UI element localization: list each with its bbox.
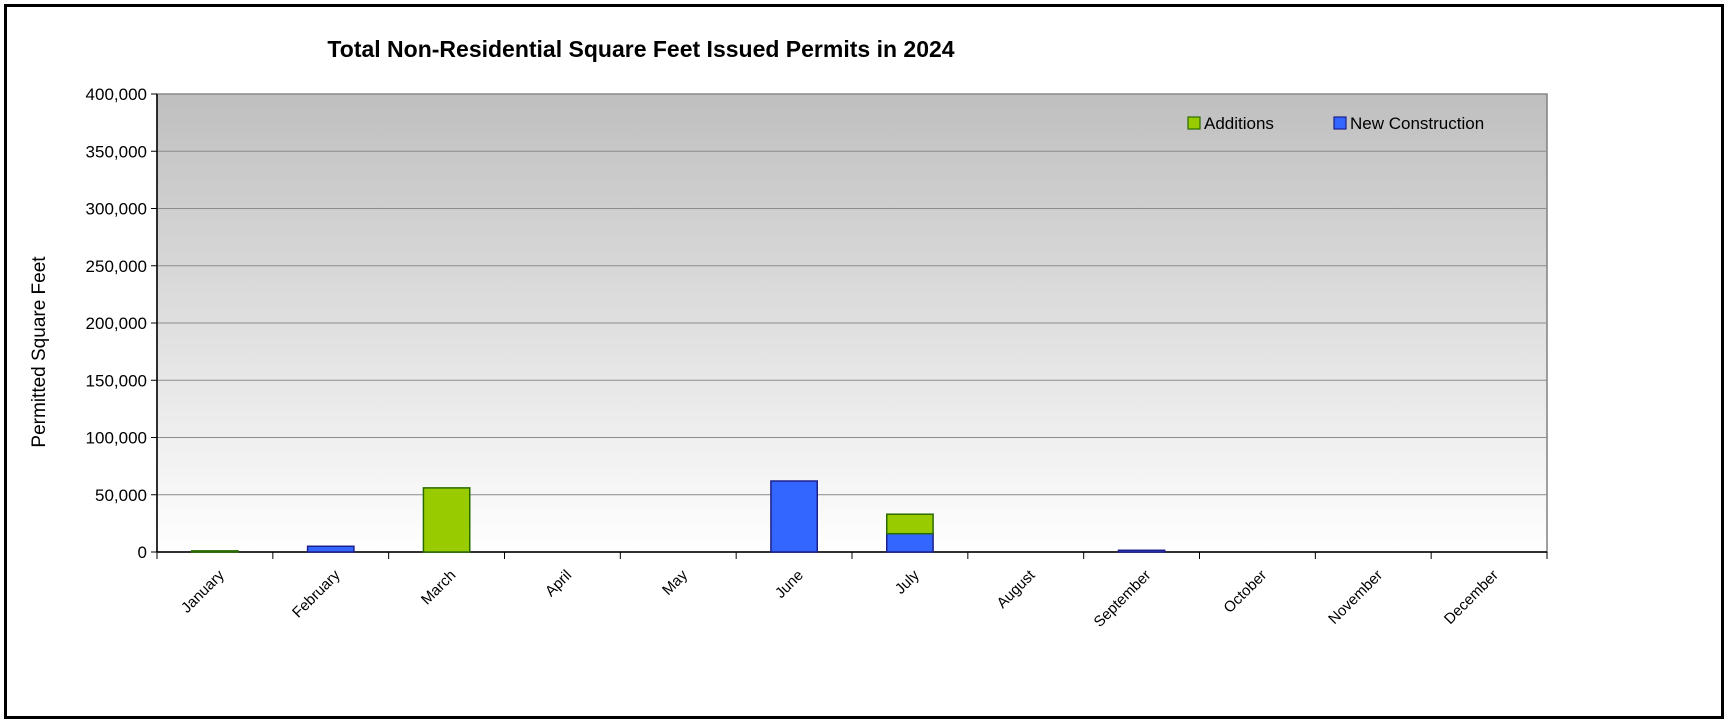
y-tick-label: 150,000 [86,371,147,390]
y-tick-label: 200,000 [86,314,147,333]
x-tick-label: November [1325,567,1386,628]
bar-new-construction [886,532,934,553]
y-tick-label: 100,000 [86,429,147,448]
y-tick-label: 250,000 [86,257,147,276]
bar-new-construction [1117,549,1166,553]
legend-swatch [1187,116,1201,130]
bar-chart: Total Non-Residential Square Feet Issued… [29,36,1548,631]
bar-additions [191,550,239,553]
y-tick-label: 300,000 [86,200,147,219]
legend-swatch [1333,116,1347,130]
x-tick-label: May [659,566,691,598]
x-tick-label: June [772,567,807,602]
y-tick-label: 0 [138,543,147,562]
x-tick-label: February [289,566,344,621]
y-axis-label: Permitted Square Feet [29,256,50,448]
bar-new-construction [770,480,819,553]
x-tick-label: January [178,566,228,616]
x-tick-label: September [1091,567,1155,631]
y-tick-label: 400,000 [86,85,147,104]
y-tick-label: 50,000 [95,486,147,505]
x-tick-label: March [418,567,459,608]
bar-additions [886,513,934,535]
x-tick-label: October [1220,567,1270,617]
x-tick-label: July [892,566,923,597]
legend-label: Additions [1204,114,1274,133]
y-tick-label: 350,000 [86,142,147,161]
chart-title: Total Non-Residential Square Feet Issued… [327,36,954,62]
bar-new-construction [306,545,355,553]
x-tick-label: August [994,566,1040,612]
bar-additions [422,487,471,553]
chart-frame: Total Non-Residential Square Feet Issued… [4,4,1724,719]
x-tick-label: December [1441,567,1502,628]
x-tick-label: April [542,567,575,600]
legend-label: New Construction [1350,114,1484,133]
